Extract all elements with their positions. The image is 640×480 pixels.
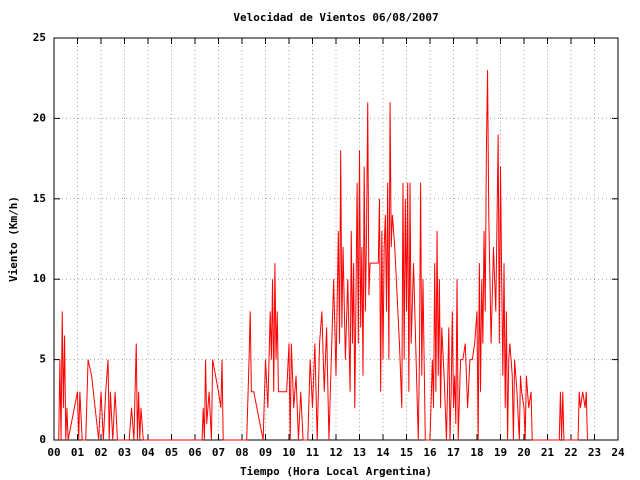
x-tick-label: 00 xyxy=(47,446,60,459)
chart-title: Velocidad de Vientos 06/08/2007 xyxy=(233,11,438,24)
x-tick-label: 02 xyxy=(94,446,107,459)
y-tick-label: 5 xyxy=(39,353,46,366)
plot-frame xyxy=(53,37,619,441)
x-tick-label: 01 xyxy=(71,446,85,459)
x-tick-label: 19 xyxy=(494,446,507,459)
x-tick-label: 13 xyxy=(353,446,366,459)
x-tick-label: 16 xyxy=(423,446,437,459)
x-tick-label: 23 xyxy=(588,446,601,459)
y-axis-title: Viento (Km/h) xyxy=(7,196,20,282)
x-tick-label: 22 xyxy=(564,446,577,459)
x-tick-label: 03 xyxy=(118,446,131,459)
x-tick-label: 17 xyxy=(447,446,460,459)
x-tick-label: 10 xyxy=(282,446,295,459)
x-tick-label: 07 xyxy=(212,446,225,459)
x-tick-label: 05 xyxy=(165,446,178,459)
y-tick-label: 15 xyxy=(33,192,46,205)
x-tick-label: 20 xyxy=(517,446,530,459)
x-tick-label: 24 xyxy=(611,446,625,459)
x-tick-label: 08 xyxy=(235,446,248,459)
x-tick-label: 18 xyxy=(470,446,483,459)
x-tick-label: 21 xyxy=(541,446,555,459)
y-tick-label: 0 xyxy=(39,433,46,446)
y-tick-label: 20 xyxy=(33,111,46,124)
x-tick-label: 14 xyxy=(376,446,390,459)
data-line xyxy=(58,70,588,441)
x-tick-label: 11 xyxy=(306,446,320,459)
x-tick-label: 09 xyxy=(259,446,272,459)
y-tick-label: 10 xyxy=(33,272,46,285)
x-tick-label: 15 xyxy=(400,446,413,459)
x-tick-label: 06 xyxy=(188,446,202,459)
x-tick-label: 04 xyxy=(141,446,155,459)
y-tick-label: 25 xyxy=(33,31,46,44)
x-tick-label: 12 xyxy=(329,446,342,459)
x-axis-title: Tiempo (Hora Local Argentina) xyxy=(240,465,432,478)
